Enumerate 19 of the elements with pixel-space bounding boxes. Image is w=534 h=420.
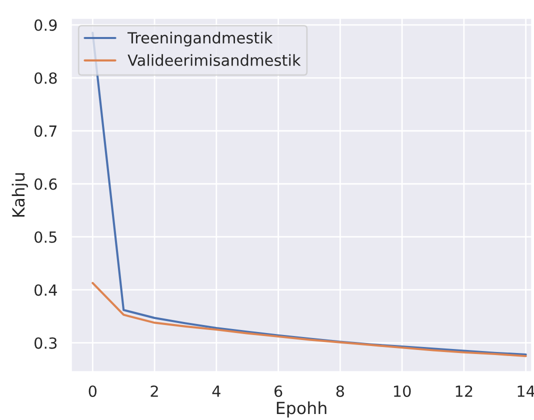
y-tick-label: 0.8 — [34, 72, 57, 84]
x-tick-label: 12 — [456, 385, 472, 397]
x-tick-label: 2 — [150, 385, 158, 397]
y-tick-label: 0.7 — [34, 125, 56, 137]
x-tick-label: 4 — [212, 386, 220, 397]
y-tick-label: 0.6 — [34, 178, 57, 190]
x-tick-label: 6 — [274, 385, 282, 398]
x-tick-label: 10 — [394, 385, 411, 398]
y-tick-label: 0.3 — [34, 337, 57, 349]
x-axis-title: Epohh — [276, 401, 326, 418]
y-tick-label: 0.5 — [34, 231, 56, 243]
legend-label: Treeningandmestik — [127, 32, 273, 47]
legend-label: Valideerimisandmestik — [128, 54, 301, 66]
line-series — [92, 282, 527, 358]
x-tick-label: 0 — [88, 385, 97, 398]
y-axis-title: Kahju — [12, 173, 28, 217]
x-tick-label: 8 — [336, 385, 344, 398]
y-tick-label: 0.9 — [34, 19, 57, 31]
y-tick-label: 0.4 — [34, 284, 57, 296]
